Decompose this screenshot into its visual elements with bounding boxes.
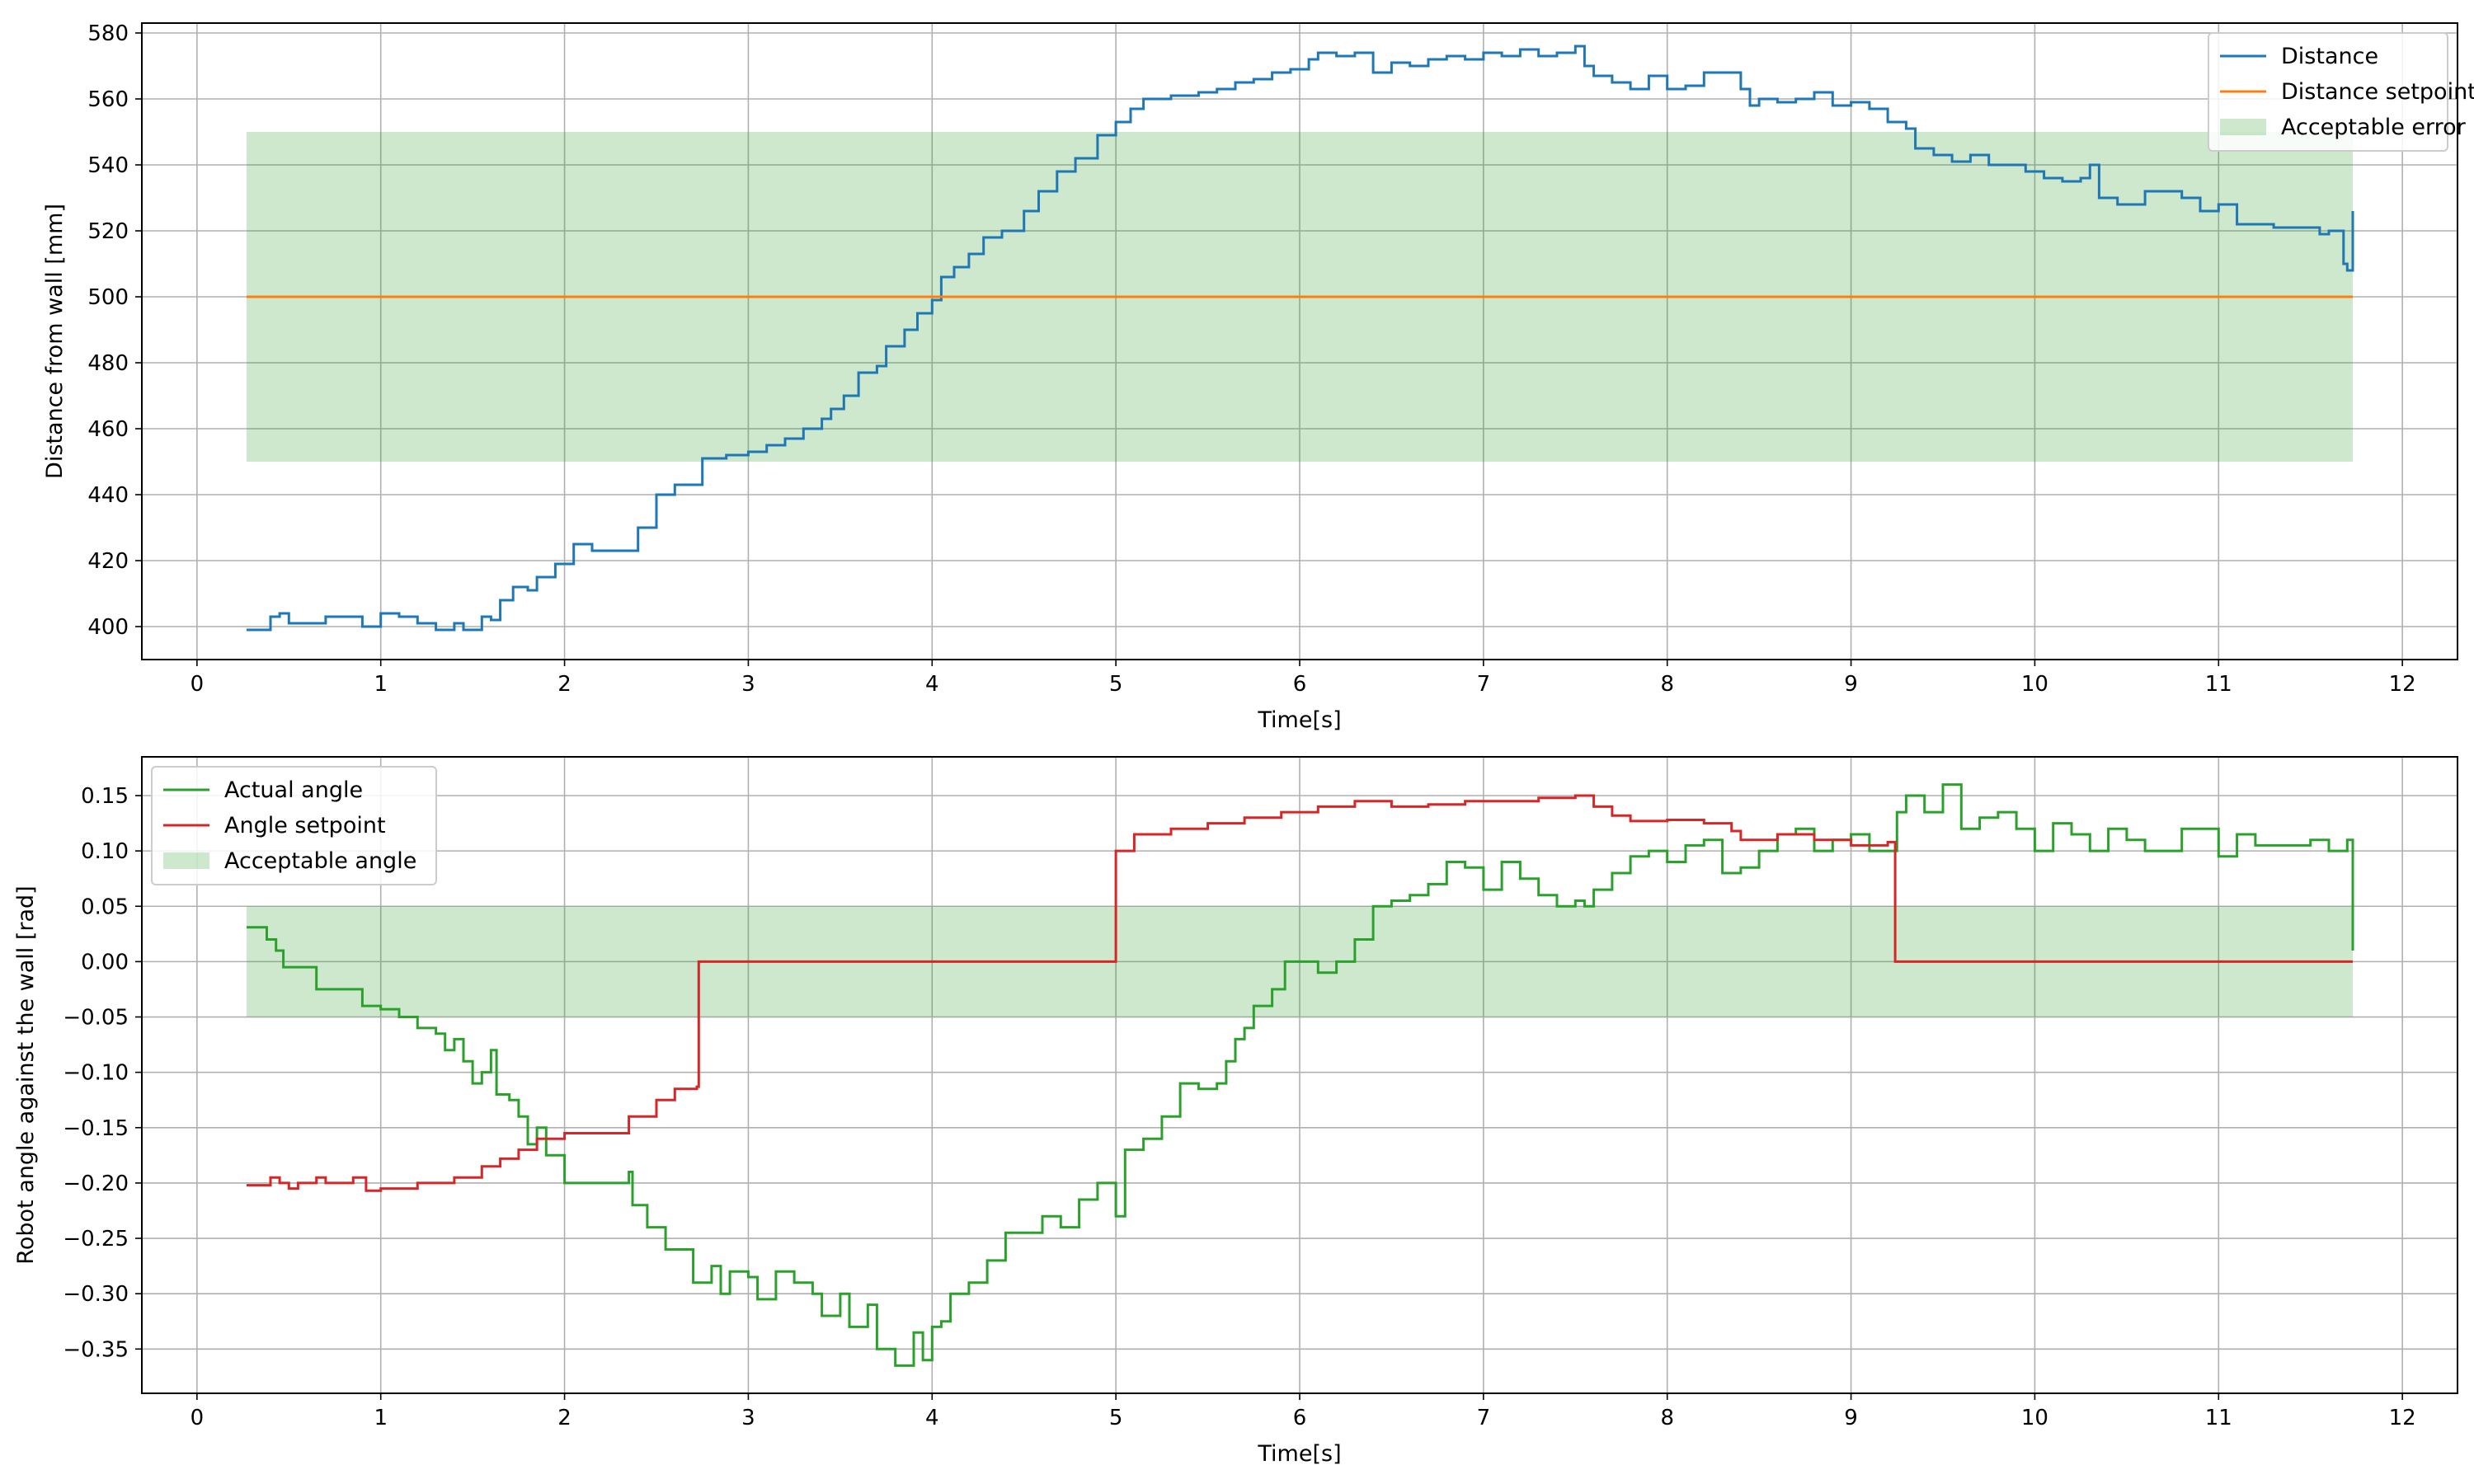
legend: Distance Distance setpoint Acceptable erro… <box>2208 32 2474 152</box>
x-axis-title: Time[s] <box>1257 1441 1341 1467</box>
legend-box <box>2208 32 2448 152</box>
x-tick-label: 2 <box>557 1406 571 1430</box>
y-tick-label: 500 <box>87 285 129 310</box>
x-tick-label: 11 <box>2205 672 2232 697</box>
x-tick-label: 5 <box>1109 672 1123 697</box>
y-tick-label: 580 <box>87 21 129 46</box>
legend-label: Angle setpoint <box>224 813 386 838</box>
x-tick-label: 4 <box>925 1406 939 1430</box>
y-tick-label: −0.30 <box>63 1282 129 1307</box>
legend-label: Acceptable error <box>2281 115 2467 140</box>
x-tick-label: 0 <box>190 672 205 697</box>
y-tick-label: 0.00 <box>81 950 129 974</box>
legend-patch-swatch <box>2220 119 2266 135</box>
distance-chart: 0 1 2 3 4 5 6 7 8 9 10 11 12400420440460480500520540… <box>42 21 2474 733</box>
x-tick-label: 5 <box>1109 1406 1123 1430</box>
x-tick-label: 10 <box>2021 1406 2048 1430</box>
y-axis-title: Robot angle against the wall [rad] <box>13 885 39 1264</box>
y-tick-label: 420 <box>87 549 129 574</box>
y-tick-label: 460 <box>87 417 129 442</box>
x-tick-label: 0 <box>190 1406 205 1430</box>
x-tick-label: 7 <box>1477 1406 1491 1430</box>
y-tick-label: 0.10 <box>81 839 129 864</box>
y-tick-label: 560 <box>87 87 129 112</box>
x-axis-title: Time[s] <box>1257 707 1341 733</box>
legend: Actual angle Angle setpoint Acceptable ang… <box>151 766 437 885</box>
x-tick-label: 10 <box>2021 672 2048 697</box>
y-tick-label: 440 <box>87 483 129 508</box>
y-tick-label: 540 <box>87 153 129 178</box>
legend-label: Distance setpoint <box>2281 79 2474 105</box>
y-tick-label: −0.35 <box>63 1337 129 1362</box>
x-tick-label: 12 <box>2389 672 2416 697</box>
legend-label: Distance <box>2281 44 2378 69</box>
x-tick-label: 6 <box>1293 1406 1307 1430</box>
y-tick-label: 480 <box>87 351 129 376</box>
x-tick-label: 1 <box>374 672 388 697</box>
y-tick-label: 0.15 <box>81 784 129 809</box>
y-tick-label: 0.05 <box>81 895 129 919</box>
x-tick-label: 12 <box>2389 1406 2416 1430</box>
legend-label: Actual angle <box>224 777 363 803</box>
legend-patch-swatch <box>163 852 209 869</box>
x-tick-label: 8 <box>1660 1406 1674 1430</box>
series-line-actual-angle <box>247 783 2354 1367</box>
x-tick-label: 2 <box>557 672 571 697</box>
x-tick-label: 7 <box>1477 672 1491 697</box>
y-tick-label: −0.10 <box>63 1061 129 1086</box>
x-tick-label: 9 <box>1844 1406 1858 1430</box>
x-tick-label: 9 <box>1844 672 1858 697</box>
y-tick-label: −0.15 <box>63 1116 129 1141</box>
x-tick-label: 3 <box>741 672 755 697</box>
angle-chart: 0 1 2 3 4 5 6 7 8 9 10 11 12−0.35−0.30−0.25−0.20−0.1… <box>13 756 2458 1467</box>
y-axis-title: Distance from wall [mm] <box>42 204 68 479</box>
x-tick-label: 11 <box>2205 1406 2232 1430</box>
legend-label: Acceptable angle <box>224 848 416 874</box>
y-tick-label: 400 <box>87 615 129 640</box>
y-tick-label: 520 <box>87 219 129 244</box>
x-tick-label: 8 <box>1660 672 1674 697</box>
y-tick-label: −0.05 <box>63 1006 129 1031</box>
series-line-angle-setpoint <box>247 794 2353 1192</box>
x-tick-label: 6 <box>1293 672 1307 697</box>
y-tick-label: −0.25 <box>63 1227 129 1252</box>
series-line-distance <box>247 45 2354 632</box>
x-tick-label: 4 <box>925 672 939 697</box>
legend-box <box>151 766 437 885</box>
y-tick-label: −0.20 <box>63 1172 129 1196</box>
x-tick-label: 1 <box>374 1406 388 1430</box>
x-tick-label: 3 <box>741 1406 755 1430</box>
